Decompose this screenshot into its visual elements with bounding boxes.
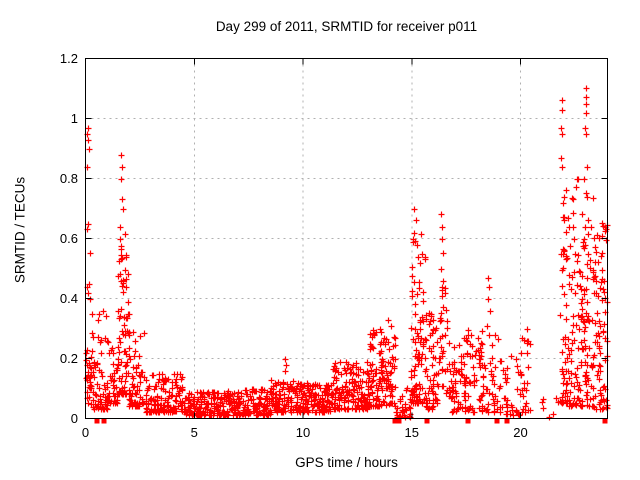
y-tick-label: 0.4 xyxy=(60,291,78,306)
y-tick-label: 0.6 xyxy=(60,231,78,246)
x-tick-label: 5 xyxy=(191,425,198,440)
zero-marker xyxy=(465,418,471,424)
y-tick-label: 0 xyxy=(71,411,78,426)
grid-lines xyxy=(85,58,608,419)
zero-marker xyxy=(602,418,608,424)
y-tick-label: 0.2 xyxy=(60,351,78,366)
x-tick-label: 20 xyxy=(513,425,527,440)
tick-marks xyxy=(85,58,608,419)
zero-marker xyxy=(424,418,430,424)
zero-marker xyxy=(101,418,107,424)
x-tick-label: 15 xyxy=(405,425,419,440)
y-tick-label: 1.2 xyxy=(60,51,78,66)
scatter-points xyxy=(83,85,611,421)
x-tick-label: 0 xyxy=(82,425,89,440)
zero-marker xyxy=(504,418,510,424)
y-tick-label: 1 xyxy=(71,111,78,126)
chart-title: Day 299 of 2011, SRMTID for receiver p01… xyxy=(215,19,478,34)
zero-marker xyxy=(94,418,100,424)
y-tick-label: 0.8 xyxy=(60,171,78,186)
zero-marker xyxy=(392,418,398,424)
x-tick-label: 10 xyxy=(296,425,310,440)
x-axis-label: GPS time / hours xyxy=(295,455,398,470)
zero-marker xyxy=(494,418,500,424)
zero-marker xyxy=(396,418,402,424)
y-axis-label: SRMTID / TECUs xyxy=(12,176,28,284)
